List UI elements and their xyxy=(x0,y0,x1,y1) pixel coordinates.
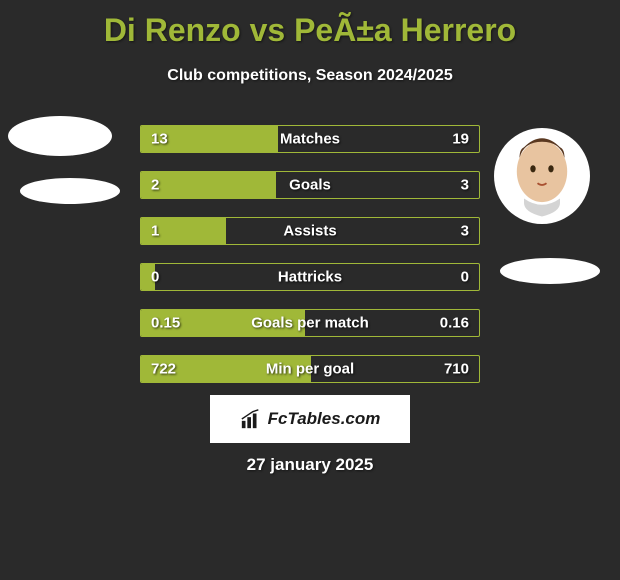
stat-fill xyxy=(141,172,276,198)
stat-label: Min per goal xyxy=(266,361,354,378)
stat-left-value: 1 xyxy=(151,223,159,240)
stat-row: 13 19 Matches xyxy=(140,125,480,153)
stat-left-value: 0.15 xyxy=(151,315,180,332)
stat-row: 2 3 Goals xyxy=(140,171,480,199)
stat-right-value: 0 xyxy=(461,269,469,286)
stat-left-value: 0 xyxy=(151,269,159,286)
stat-label: Goals xyxy=(289,177,331,194)
stat-right-value: 710 xyxy=(444,361,469,378)
stat-left-value: 722 xyxy=(151,361,176,378)
player-left-avatar-placeholder xyxy=(8,116,112,156)
stat-label: Matches xyxy=(280,131,340,148)
stat-right-value: 19 xyxy=(452,131,469,148)
comparison-subtitle: Club competitions, Season 2024/2025 xyxy=(0,67,620,85)
stat-left-value: 13 xyxy=(151,131,168,148)
logo-text: FcTables.com xyxy=(268,409,381,429)
stat-row: 1 3 Assists xyxy=(140,217,480,245)
stat-row: 0.15 0.16 Goals per match xyxy=(140,309,480,337)
date: 27 january 2025 xyxy=(247,455,374,475)
stat-right-value: 0.16 xyxy=(440,315,469,332)
source-logo: FcTables.com xyxy=(210,395,410,443)
stats-container: 1319Matches23Goals13Assists00Hattricks0.… xyxy=(140,125,480,401)
stat-row: 0 0 Hattricks xyxy=(140,263,480,291)
chart-icon xyxy=(240,408,262,430)
stat-label: Goals per match xyxy=(251,315,369,332)
stat-left-value: 2 xyxy=(151,177,159,194)
stat-right-value: 3 xyxy=(461,177,469,194)
player-left-badge-placeholder xyxy=(20,178,120,204)
stat-label: Assists xyxy=(283,223,336,240)
stat-label: Hattricks xyxy=(278,269,342,286)
player-face-icon xyxy=(497,131,587,221)
stat-row: 722 710 Min per goal xyxy=(140,355,480,383)
comparison-title: Di Renzo vs PeÃ±a Herrero xyxy=(0,0,620,49)
player-right-badge-placeholder xyxy=(500,258,600,284)
stat-right-value: 3 xyxy=(461,223,469,240)
player-right-avatar xyxy=(494,128,590,224)
